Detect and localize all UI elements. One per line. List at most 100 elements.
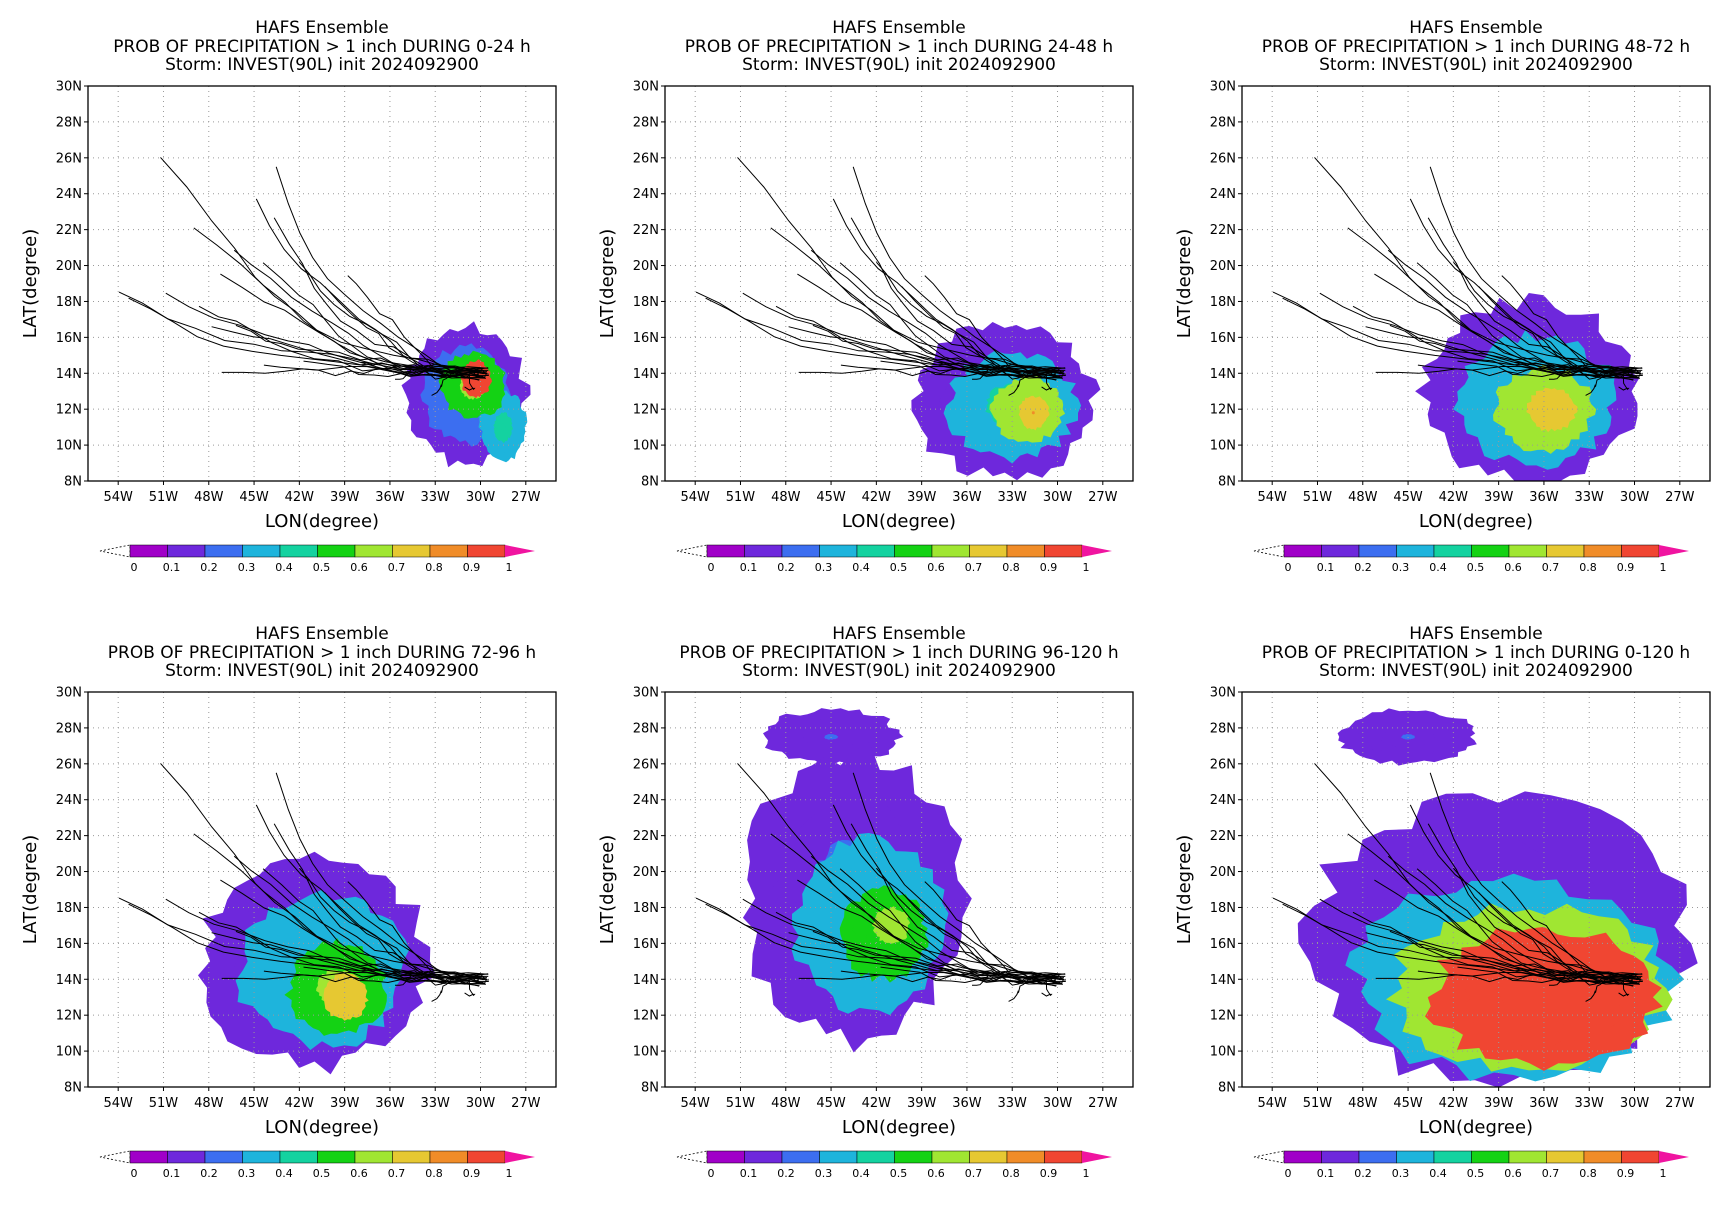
x-tick-label: 36W xyxy=(1529,490,1559,505)
colorbar-swatch xyxy=(931,544,970,558)
ensemble-track xyxy=(840,970,1066,983)
plot-frame xyxy=(87,85,557,482)
y-tick-label: 16N xyxy=(56,331,82,346)
y-tick-label: 26N xyxy=(1210,757,1236,772)
colorbar-swatch xyxy=(1321,1150,1360,1164)
colorbar-label: 0.9 xyxy=(1617,1167,1635,1180)
colorbar-swatch xyxy=(1546,1150,1585,1164)
x-tick-label: 39W xyxy=(330,1096,360,1111)
x-tick-label: 39W xyxy=(330,490,360,505)
colorbar-label: 0.9 xyxy=(463,1167,481,1180)
colorbar-swatch xyxy=(969,544,1008,558)
y-tick-label: 20N xyxy=(633,865,659,880)
prob-contour xyxy=(1531,989,1556,1005)
colorbar-label: 0.2 xyxy=(1354,1167,1372,1180)
colorbar-swatch xyxy=(1471,1150,1510,1164)
colorbar-swatch xyxy=(1508,1150,1547,1164)
colorbar-swatch xyxy=(392,1150,431,1164)
prob-contour xyxy=(1400,734,1415,740)
y-tick-label: 22N xyxy=(56,829,82,844)
ensemble-track xyxy=(1618,973,1641,997)
colorbar-label: 0.6 xyxy=(350,1167,368,1180)
chart-subtitle: PROB OF PRECIPITATION > 1 inch DURING 96… xyxy=(679,643,1118,663)
x-tick-label: 27W xyxy=(1088,490,1118,505)
x-tick-label: 30W xyxy=(1620,1096,1650,1111)
ensemble-tracks xyxy=(1272,157,1643,396)
colorbar-label: 0.2 xyxy=(1354,561,1372,574)
colorbar-over-arrow xyxy=(505,1151,535,1163)
x-tick-label: 36W xyxy=(375,1096,405,1111)
ensemble-track xyxy=(1282,903,1635,980)
ensemble-track xyxy=(299,261,484,378)
x-tick-label: 30W xyxy=(466,1096,496,1111)
colorbar-label: 0.7 xyxy=(965,1167,983,1180)
x-tick-label: 51W xyxy=(149,1096,179,1111)
colorbar-label: 1 xyxy=(1083,561,1090,574)
y-tick-label: 30N xyxy=(633,686,659,701)
y-tick-label: 14N xyxy=(633,973,659,988)
y-tick-label: 20N xyxy=(56,259,82,274)
ensemble-track xyxy=(1272,897,1640,985)
x-tick-label: 42W xyxy=(1439,490,1469,505)
y-tick-label: 8N xyxy=(1218,1081,1236,1096)
colorbar-swatch xyxy=(1471,544,1510,558)
x-tick-label: 27W xyxy=(511,1096,541,1111)
y-tick-label: 24N xyxy=(633,793,659,808)
ensemble-track xyxy=(901,286,1066,372)
x-tick-label: 27W xyxy=(511,490,541,505)
colorbar-label: 0.3 xyxy=(815,1167,833,1180)
panel-72-96h: HAFS Ensemble PROB OF PRECIPITATION > 1 i… xyxy=(0,606,577,1212)
y-tick-label: 18N xyxy=(56,295,82,310)
heatmap-area xyxy=(1415,293,1639,481)
ensemble-track xyxy=(1041,973,1064,997)
y-tick-label: 28N xyxy=(1210,115,1236,130)
ensemble-track xyxy=(211,932,481,983)
colorbar-label: 0.4 xyxy=(275,561,293,574)
x-axis-label: LON(degree) xyxy=(842,511,956,532)
x-tick-label: 39W xyxy=(907,490,937,505)
y-axis-label: LAT(degree) xyxy=(1174,229,1195,338)
y-tick-label: 16N xyxy=(56,937,82,952)
y-tick-label: 12N xyxy=(56,403,82,418)
prob-contour xyxy=(500,423,506,431)
colorbar-swatch xyxy=(204,1150,243,1164)
colorbar-swatch xyxy=(1283,1150,1322,1164)
x-tick-label: 51W xyxy=(726,490,756,505)
colorbar-label: 0.6 xyxy=(927,561,945,574)
colorbar-label: 0.4 xyxy=(852,1167,870,1180)
x-tick-label: 42W xyxy=(285,1096,315,1111)
colorbar-label: 0.8 xyxy=(1002,1167,1020,1180)
colorbar-label: 0.4 xyxy=(852,561,870,574)
colorbar-swatch xyxy=(429,1150,468,1164)
colorbar-label: 0.5 xyxy=(313,561,331,574)
ensemble-track xyxy=(1374,273,1642,376)
colorbar-label: 0 xyxy=(708,1167,715,1180)
colorbar-label: 0.6 xyxy=(350,561,368,574)
ensemble-tracks xyxy=(118,763,489,1002)
ensemble-track xyxy=(705,903,1058,980)
x-tick-label: 30W xyxy=(466,490,496,505)
x-tick-label: 36W xyxy=(1529,1096,1559,1111)
y-tick-label: 12N xyxy=(633,403,659,418)
x-axis-label: LON(degree) xyxy=(265,511,379,532)
colorbar-swatch xyxy=(242,1150,281,1164)
plot-frame xyxy=(664,85,1134,482)
ensemble-track xyxy=(221,365,486,379)
colorbar-swatch xyxy=(1433,1150,1472,1164)
y-tick-label: 10N xyxy=(56,439,82,454)
ensemble-track xyxy=(1417,364,1643,377)
y-tick-label: 28N xyxy=(56,721,82,736)
ensemble-track xyxy=(876,867,1061,984)
x-tick-label: 45W xyxy=(239,490,269,505)
grid xyxy=(665,692,1133,1087)
heatmap-area xyxy=(198,851,437,1075)
colorbar-swatch xyxy=(129,1150,168,1164)
colorbar-label: 1 xyxy=(1660,561,1667,574)
y-tick-label: 30N xyxy=(1210,686,1236,701)
colorbar-swatch xyxy=(392,544,431,558)
y-tick-label: 22N xyxy=(633,223,659,238)
heatmap-area xyxy=(742,708,972,1053)
ensemble-track xyxy=(1365,326,1635,377)
ensemble-track xyxy=(324,286,489,372)
